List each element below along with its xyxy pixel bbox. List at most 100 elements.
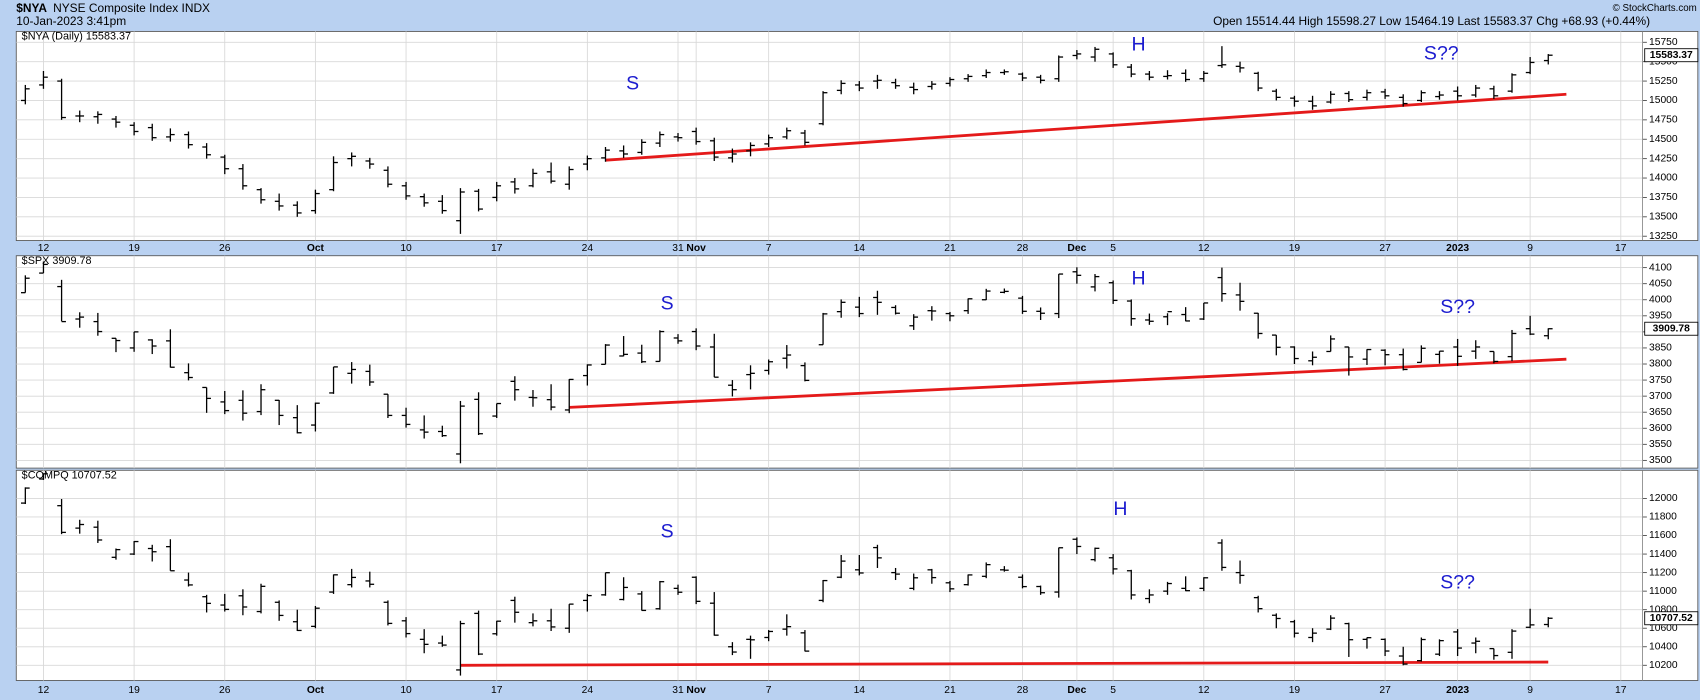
x-tick-label: 21: [944, 243, 956, 254]
x-tick-label: 14: [854, 243, 866, 254]
y-tick-label: 3950: [1649, 311, 1672, 322]
y-tick-label: 14500: [1649, 134, 1678, 145]
pattern-annotation: S??: [1440, 572, 1475, 594]
x-tick-label: Oct: [307, 685, 325, 696]
last-price-tag: [1644, 611, 1699, 626]
x-tick-label: Nov: [686, 685, 706, 696]
y-tick-label: 10200: [1649, 660, 1678, 671]
y-tick-label: 11000: [1649, 586, 1677, 597]
y-tick-label: 15250: [1649, 76, 1678, 87]
pattern-annotation: H: [1131, 268, 1145, 290]
y-tick-label: 12000: [1649, 493, 1678, 504]
last-price-label: 10707.52: [1650, 613, 1693, 624]
x-tick-label: 5: [1110, 243, 1116, 254]
index-name: NYSE Composite Index INDX: [53, 1, 210, 15]
last-price-tag: [1644, 48, 1699, 63]
x-tick-label: 14: [854, 685, 866, 696]
pattern-annotation: S: [626, 73, 639, 95]
x-tick-label: 28: [1017, 243, 1029, 254]
trendline: [460, 660, 1549, 667]
pattern-annotation: S??: [1424, 42, 1459, 64]
pattern-annotation: S: [661, 521, 674, 543]
x-tick-label: 17: [491, 243, 503, 254]
x-tick-label: 24: [582, 243, 594, 254]
panel-label: $COMPQ 10707.52: [22, 470, 117, 482]
y-tick-label: 3750: [1649, 375, 1672, 386]
y-tick-label: 4050: [1649, 278, 1672, 289]
timestamp: 10-Jan-2023 3:41pm: [16, 14, 126, 28]
x-tick-label: 9: [1527, 685, 1533, 696]
y-tick-label: 3700: [1649, 391, 1672, 402]
x-tick-label: 2023: [1446, 685, 1469, 696]
x-tick-label: 27: [1379, 685, 1391, 696]
y-tick-label: 10600: [1649, 623, 1678, 634]
panel-background: [15, 469, 1699, 681]
y-tick-label: 3600: [1649, 423, 1672, 434]
last-price-tag: [1644, 321, 1699, 336]
copyright: © StockCharts.com: [1613, 3, 1697, 14]
y-tick-label: 3550: [1649, 439, 1672, 450]
x-tick-label: 19: [128, 243, 140, 254]
x-tick-label: 17: [1615, 685, 1627, 696]
x-tick-label: 26: [219, 685, 231, 696]
x-tick-label: Dec: [1067, 243, 1086, 254]
x-tick-label: 26: [219, 243, 231, 254]
x-tick-label: 9: [1527, 243, 1533, 254]
y-tick-label: 3650: [1649, 407, 1672, 418]
pattern-annotation: S??: [1440, 296, 1475, 318]
y-tick-label: 14250: [1649, 153, 1678, 164]
y-tick-label: 11800: [1649, 512, 1677, 523]
x-tick-label: 28: [1017, 685, 1029, 696]
x-tick-label: Nov: [686, 243, 706, 254]
pattern-annotation: H: [1113, 498, 1127, 520]
x-tick-label: 10: [400, 243, 412, 254]
x-tick-label: 2023: [1446, 243, 1469, 254]
pattern-annotation: S: [661, 293, 674, 315]
y-tick-label: 13250: [1649, 231, 1678, 242]
y-tick-label: 11600: [1649, 530, 1677, 541]
x-tick-label: 5: [1110, 685, 1116, 696]
x-tick-label: Dec: [1067, 685, 1086, 696]
panel-label: $NYA (Daily) 15583.37: [22, 31, 131, 43]
y-tick-label: 15750: [1649, 37, 1678, 48]
x-tick-label: 12: [1198, 243, 1210, 254]
y-tick-label: 3500: [1649, 455, 1672, 466]
quote: Open 15514.44 High 15598.27 Low 15464.19…: [1213, 14, 1650, 28]
x-tick-label: 7: [766, 243, 772, 254]
y-tick-label: 13750: [1649, 192, 1678, 203]
symbol: $NYA: [16, 1, 47, 15]
x-tick-label: 31: [672, 685, 684, 696]
pattern-annotation: H: [1131, 34, 1145, 56]
panel-label: $SPX 3909.78: [22, 255, 92, 267]
x-tick-label: 27: [1379, 243, 1391, 254]
y-tick-label: 14000: [1649, 173, 1678, 184]
y-tick-label: 14750: [1649, 115, 1678, 126]
y-tick-label: 11200: [1649, 567, 1677, 578]
x-tick-label: 31: [672, 243, 684, 254]
y-tick-label: 10400: [1649, 641, 1678, 652]
trendline: [605, 92, 1567, 162]
y-tick-label: 10800: [1649, 604, 1678, 615]
last-price-label: 3909.78: [1653, 323, 1690, 334]
x-tick-label: 24: [582, 685, 594, 696]
x-tick-label: 19: [1289, 243, 1301, 254]
panels: 12 19 26 Oct 10 17 24 31 Nov 7 14 21 28 Dec 5 12 19 27 202…: [15, 31, 1699, 696]
x-tick-label: 19: [128, 685, 140, 696]
x-tick-label: 12: [1198, 685, 1210, 696]
y-tick-label: 3800: [1649, 359, 1672, 370]
last-price-label: 15583.37: [1650, 50, 1693, 61]
y-tick-label: 15000: [1649, 95, 1678, 106]
x-tick-label: 17: [1615, 243, 1627, 254]
x-tick-label: 10: [400, 685, 412, 696]
panel-background: [15, 255, 1699, 469]
x-tick-label: 12: [38, 685, 50, 696]
y-tick-label: 13500: [1649, 212, 1678, 223]
y-tick-label: 11400: [1649, 549, 1677, 560]
x-tick-label: 17: [491, 685, 503, 696]
y-tick-label: 4100: [1649, 262, 1672, 273]
trendline: [569, 357, 1567, 409]
x-tick-label: 19: [1289, 685, 1301, 696]
y-tick-label: 4000: [1649, 294, 1672, 305]
